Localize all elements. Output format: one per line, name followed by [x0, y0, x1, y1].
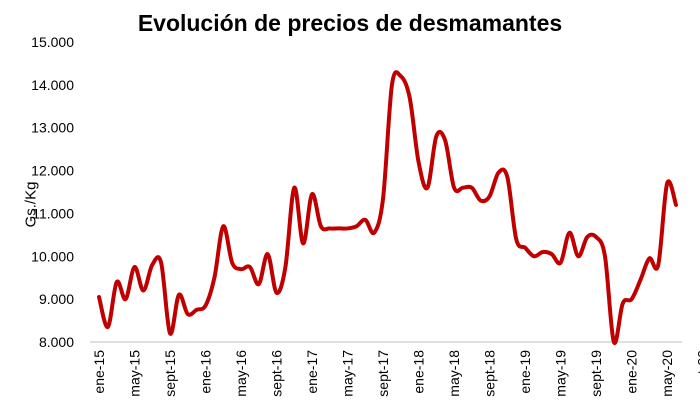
- x-tick-label: sept-19: [588, 350, 604, 397]
- x-tick-label: ene-16: [198, 350, 214, 394]
- y-tick-label: 10.000: [31, 248, 74, 264]
- x-tick-label: may-17: [340, 350, 356, 397]
- y-tick-label: 9.000: [39, 291, 74, 307]
- x-tick-label: may-15: [127, 350, 143, 397]
- x-tick-label: sept-15: [162, 350, 178, 397]
- x-tick-label: sept-17: [375, 350, 391, 397]
- x-tick-label: may-20: [659, 350, 675, 397]
- x-tick-label: sept-20: [695, 350, 700, 397]
- y-tick-label: 8.000: [39, 334, 74, 350]
- x-tick-label: may-16: [233, 350, 249, 397]
- x-tick-label: ene-18: [411, 350, 427, 394]
- x-tick-label: ene-17: [304, 350, 320, 394]
- chart-title: Evolución de precios de desmamantes: [137, 10, 563, 36]
- x-tick-label: sept-18: [482, 350, 498, 397]
- y-tick-label: 15.000: [31, 34, 74, 50]
- x-tick-label: ene-19: [517, 350, 533, 394]
- x-tick-label: ene-15: [91, 350, 107, 394]
- x-tick-label: sept-16: [269, 350, 285, 397]
- x-tick-label: may-19: [553, 350, 569, 397]
- y-tick-label: 12.000: [31, 163, 74, 179]
- x-tick-label: may-18: [446, 350, 462, 397]
- series-line-precio-desmamantes: [97, 70, 678, 345]
- x-tick-label: ene-20: [624, 350, 640, 394]
- y-tick-label: 14.000: [31, 77, 74, 93]
- y-tick-label: 13.000: [31, 120, 74, 136]
- y-tick-label: 11.000: [32, 205, 74, 221]
